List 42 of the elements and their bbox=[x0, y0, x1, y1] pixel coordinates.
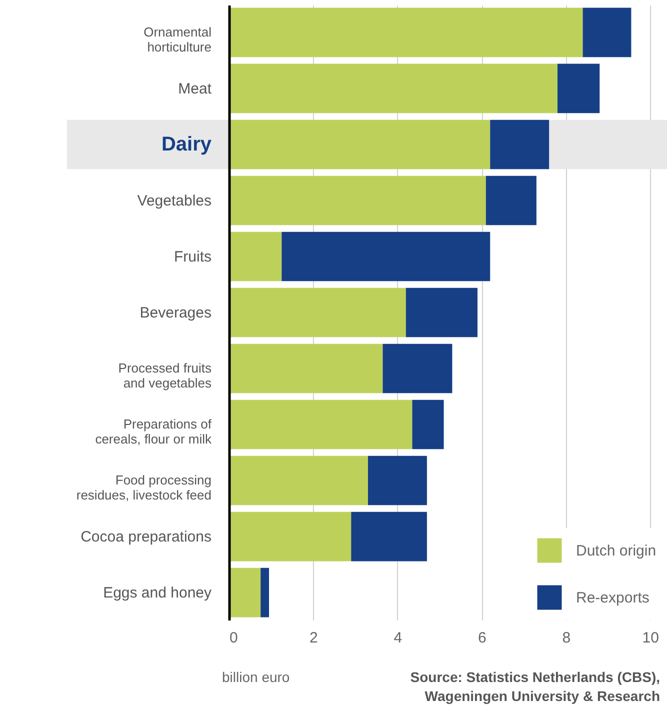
bar bbox=[229, 64, 558, 114]
y-tick-label: Processed fruits and vegetables bbox=[118, 360, 212, 391]
bar bbox=[412, 400, 444, 450]
bar bbox=[229, 288, 406, 338]
x-tick-label: 10 bbox=[642, 630, 659, 646]
bar bbox=[229, 456, 368, 506]
x-tick-label: 8 bbox=[562, 630, 571, 646]
bar bbox=[368, 456, 427, 506]
y-tick-label: Preparations of cereals, flour or milk bbox=[95, 416, 212, 447]
bar bbox=[406, 288, 478, 338]
y-tick-label: Meat bbox=[178, 80, 212, 98]
y-tick-label: Vegetables bbox=[137, 192, 212, 210]
bar bbox=[282, 232, 490, 282]
bar bbox=[229, 8, 583, 58]
bar bbox=[351, 512, 427, 562]
x-tick-label: 4 bbox=[394, 630, 402, 646]
bar bbox=[229, 400, 412, 450]
bar bbox=[229, 568, 261, 618]
bar bbox=[582, 8, 632, 58]
x-tick-label: 0 bbox=[230, 630, 238, 646]
bar bbox=[229, 176, 486, 226]
bar bbox=[260, 568, 270, 618]
bar bbox=[490, 120, 550, 170]
bar bbox=[382, 344, 452, 394]
bar bbox=[558, 64, 600, 114]
y-tick-label: Fruits bbox=[174, 248, 212, 266]
y-tick-label: Beverages bbox=[140, 304, 212, 322]
x-tick-label: 6 bbox=[478, 630, 486, 646]
y-tick-label: Dairy bbox=[161, 133, 212, 156]
y-tick-label: Food processing residues, livestock feed bbox=[76, 472, 212, 503]
bar bbox=[229, 232, 282, 282]
x-axis-title: billion euro bbox=[222, 669, 290, 685]
y-tick-label: Ornamental horticulture bbox=[144, 24, 212, 54]
bar bbox=[229, 344, 383, 394]
legend-label: Dutch origin bbox=[576, 542, 656, 560]
legend-label: Re-exports bbox=[576, 590, 650, 606]
bar bbox=[486, 176, 536, 226]
y-tick-label: Cocoa preparations bbox=[80, 528, 212, 546]
y-tick-label: Eggs and honey bbox=[103, 584, 212, 602]
x-tick-label: 2 bbox=[310, 630, 318, 646]
bar bbox=[229, 512, 352, 562]
source-note: Source: Statistics Netherlands (CBS), Wageningen University & Research bbox=[409, 668, 660, 706]
